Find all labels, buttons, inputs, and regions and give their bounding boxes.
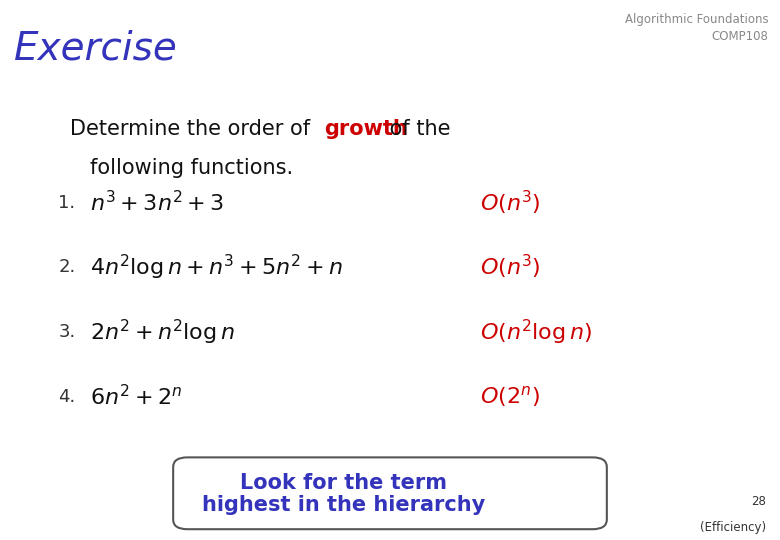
Text: Exercise: Exercise — [14, 30, 178, 68]
Text: 4.: 4. — [58, 388, 76, 406]
Text: 2.: 2. — [58, 258, 76, 276]
Text: $O(n^3)$: $O(n^3)$ — [480, 253, 541, 281]
Text: $n^3 + 3n^2 + 3$: $n^3 + 3n^2 + 3$ — [90, 190, 224, 215]
Text: of the: of the — [383, 119, 451, 139]
Text: 28: 28 — [751, 495, 766, 508]
Text: highest in the hierarchy: highest in the hierarchy — [201, 495, 485, 515]
Text: Algorithmic Foundations
COMP108: Algorithmic Foundations COMP108 — [625, 14, 768, 44]
FancyBboxPatch shape — [173, 457, 607, 529]
Text: following functions.: following functions. — [90, 158, 293, 178]
Text: $O(n^3)$: $O(n^3)$ — [480, 188, 541, 217]
Text: 1.: 1. — [58, 193, 76, 212]
Text: Determine the order of: Determine the order of — [70, 119, 317, 139]
Text: $4n^2 \log n + n^3 + 5n^2 + n$: $4n^2 \log n + n^3 + 5n^2 + n$ — [90, 253, 343, 282]
Text: growth: growth — [324, 119, 407, 139]
Text: $O(2^n)$: $O(2^n)$ — [480, 384, 540, 409]
Text: $6n^2 + 2^n$: $6n^2 + 2^n$ — [90, 384, 182, 409]
Text: (Efficiency): (Efficiency) — [700, 521, 766, 534]
Text: $O(n^2 \log n)$: $O(n^2 \log n)$ — [480, 318, 592, 347]
Text: $2n^2 + n^2 \log n$: $2n^2 + n^2 \log n$ — [90, 318, 235, 347]
Text: Look for the term: Look for the term — [239, 473, 447, 494]
Text: 3.: 3. — [58, 323, 76, 341]
